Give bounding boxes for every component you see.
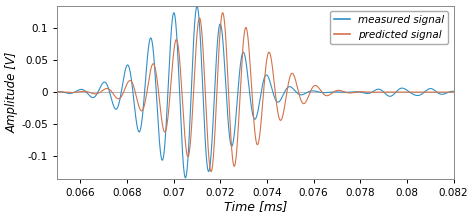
- Y-axis label: Amplitude [V]: Amplitude [V]: [6, 51, 18, 133]
- measured signal: [194, 5, 200, 8]
- measured signal: [56, 90, 62, 93]
- measured signal: [248, 103, 254, 106]
- X-axis label: Time [ms]: Time [ms]: [224, 200, 287, 214]
- measured signal: [182, 177, 188, 179]
- predicted signal: [248, 77, 254, 80]
- predicted signal: [132, 89, 137, 92]
- Legend: measured signal, predicted signal: measured signal, predicted signal: [330, 11, 448, 44]
- measured signal: [54, 90, 60, 93]
- predicted signal: [78, 90, 84, 93]
- measured signal: [71, 91, 76, 94]
- measured signal: [132, 108, 137, 111]
- measured signal: [78, 88, 84, 91]
- predicted signal: [220, 11, 226, 14]
- measured signal: [451, 90, 456, 93]
- measured signal: [430, 88, 436, 90]
- Line: measured signal: measured signal: [57, 6, 454, 178]
- predicted signal: [208, 170, 214, 173]
- predicted signal: [430, 91, 436, 94]
- predicted signal: [451, 91, 456, 94]
- predicted signal: [71, 91, 76, 94]
- Line: predicted signal: predicted signal: [57, 13, 454, 171]
- predicted signal: [56, 91, 62, 93]
- predicted signal: [54, 91, 60, 93]
